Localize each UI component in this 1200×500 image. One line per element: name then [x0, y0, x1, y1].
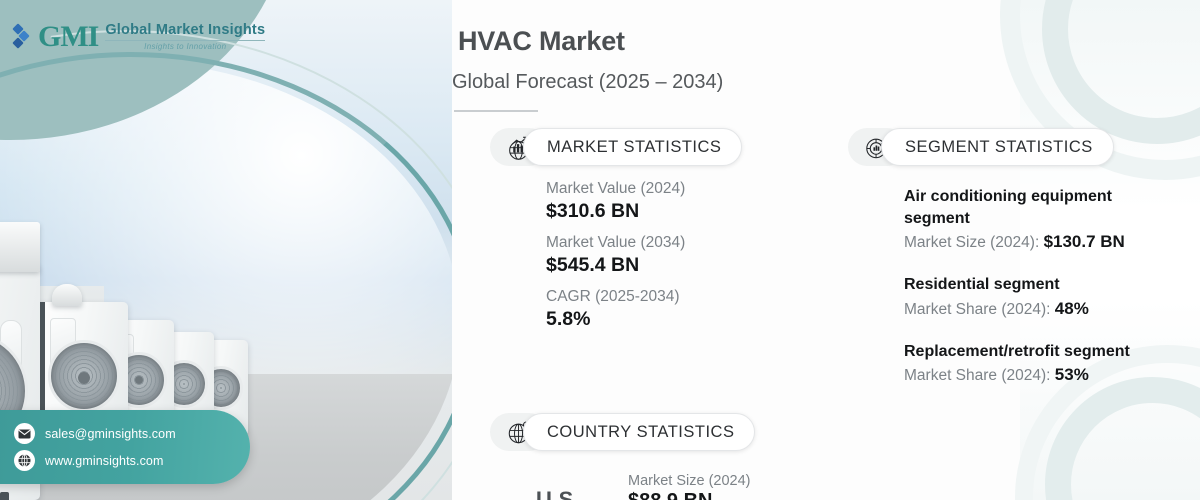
segment-metric-value: 48% [1054, 298, 1089, 318]
gmi-wordmark: Global Market Insights Insights to Innov… [105, 21, 266, 52]
country-statistics-block: COUNTRY STATISTICS U.S. Market Size (202… [490, 413, 810, 500]
market-statistics-list: Market Value (2024) $310.6 BN Market Val… [490, 180, 810, 331]
stat-value: $545.4 BN [546, 254, 640, 276]
segment-item: Residential segment Market Share (2024):… [904, 274, 1178, 319]
stat-label: Market Size (2024) [628, 473, 751, 489]
segment-metric-value: $130.7 BN [1043, 232, 1125, 252]
market-statistics-label: MARKET STATISTICS [547, 137, 722, 156]
segment-metric: Market Share (2024): 53% [904, 365, 1178, 385]
content-area: HVAC Market Global Forecast (2025 – 2034… [452, 0, 1200, 500]
segment-title: Residential segment [904, 276, 1060, 294]
stat-value: $310.6 BN [546, 200, 640, 222]
company-name: Global Market Insights [105, 21, 266, 38]
stat-label: Market Value (2024) [546, 180, 686, 197]
page-subtitle: Global Forecast (2025 – 2034) [452, 71, 724, 93]
market-statistics-badge[interactable]: MARKET STATISTICS [490, 128, 743, 166]
company-tagline: Insights to Innovation [144, 42, 227, 52]
segment-statistics-list: Air conditioning equipment segment Marke… [848, 186, 1178, 385]
stat-label: CAGR (2025-2034) [546, 288, 680, 305]
segment-metric-label: Market Share (2024): [904, 300, 1051, 318]
segment-metric-value: 53% [1054, 365, 1089, 385]
market-statistics-pill[interactable]: MARKET STATISTICS [523, 128, 743, 166]
page-title: HVAC Market [458, 26, 625, 56]
gmi-diamond-mark-icon [12, 23, 31, 51]
logo-divider [105, 40, 266, 42]
market-stat-item: CAGR (2025-2034) 5.8% [546, 288, 810, 331]
envelope-icon [14, 423, 35, 444]
stat-label: Market Value (2034) [546, 234, 686, 251]
market-stat-item: Market Value (2024) $310.6 BN [546, 180, 810, 223]
country-statistics-pill[interactable]: COUNTRY STATISTICS [523, 413, 756, 451]
segment-statistics-pill[interactable]: SEGMENT STATISTICS [881, 128, 1114, 166]
segment-metric-label: Market Size (2024): [904, 234, 1040, 252]
segment-statistics-badge[interactable]: SEGMENT STATISTICS [848, 128, 1114, 166]
contact-email: sales@gminsights.com [45, 426, 176, 441]
segment-metric: Market Size (2024): $130.7 BN [904, 232, 1178, 252]
segment-item: Replacement/retrofit segment Market Shar… [904, 341, 1178, 386]
contact-website-row[interactable]: www.gminsights.com [14, 450, 250, 471]
globe-icon [14, 450, 35, 471]
header: HVAC Market Global Forecast (2025 – 2034… [452, 0, 1200, 112]
segment-item: Air conditioning equipment segment Marke… [904, 186, 1178, 252]
left-stats-column: MARKET STATISTICS Market Value (2024) $3… [490, 128, 810, 500]
stat-value: 5.8% [546, 308, 591, 330]
right-stats-column: SEGMENT STATISTICS Air conditioning equi… [848, 128, 1178, 407]
country-market-size: Market Size (2024) $88.9 BN [628, 473, 751, 500]
stat-value: $88.9 BN [628, 490, 751, 500]
contact-panel: sales@gminsights.com www.gminsights.com [0, 410, 250, 484]
contact-email-row[interactable]: sales@gminsights.com [14, 423, 250, 444]
contact-website: www.gminsights.com [45, 453, 164, 468]
segment-statistics-label: SEGMENT STATISTICS [905, 137, 1093, 156]
gmi-initials: GMI [38, 20, 99, 53]
segment-title: Air conditioning equipment segment [904, 188, 1112, 227]
segment-metric-label: Market Share (2024): [904, 367, 1051, 385]
title-divider [454, 110, 538, 112]
country-statistics-label: COUNTRY STATISTICS [547, 422, 735, 441]
market-stat-item: Market Value (2034) $545.4 BN [546, 234, 810, 277]
segment-metric: Market Share (2024): 48% [904, 299, 1178, 319]
country-name: U.S. [536, 487, 580, 500]
segment-title: Replacement/retrofit segment [904, 342, 1130, 360]
country-statistics-badge[interactable]: COUNTRY STATISTICS [490, 413, 756, 451]
country-statistics-body: U.S. Market Size (2024) $88.9 BN [490, 473, 810, 500]
gmi-logo[interactable]: GMI Global Market Insights Insights to I… [12, 20, 266, 53]
